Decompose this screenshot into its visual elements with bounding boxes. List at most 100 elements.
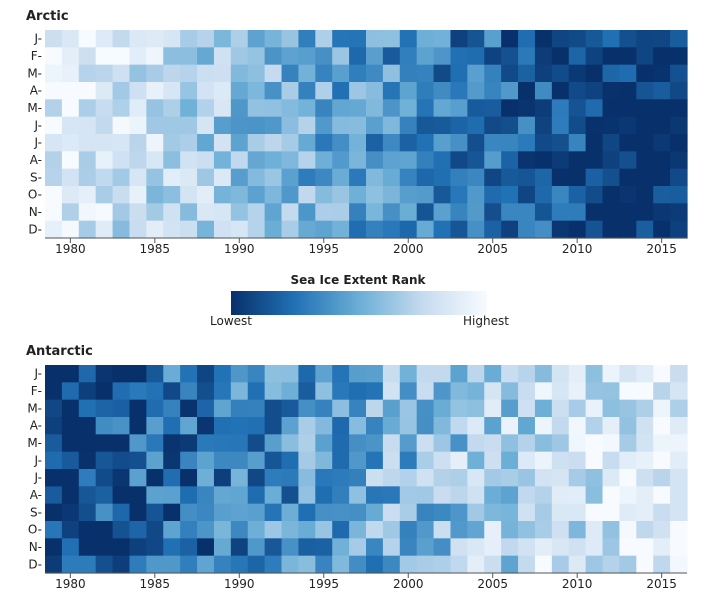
- heatmap-cell: [366, 151, 384, 170]
- heatmap-cell: [197, 451, 215, 470]
- heatmap-cell: [315, 521, 333, 539]
- heatmap-cell: [298, 417, 316, 435]
- heatmap-cell: [129, 365, 147, 383]
- heatmap-cell: [315, 220, 333, 239]
- heatmap-cell: [670, 82, 688, 100]
- heatmap-cell: [670, 151, 688, 170]
- arctic-year-axis: 1980 1985 1990 1995 2000 2005 2010 2015: [45, 237, 687, 256]
- heatmap-cell: [366, 134, 384, 152]
- heatmap-cell: [518, 99, 536, 118]
- heatmap-cell: [264, 469, 283, 487]
- heatmap-cell: [501, 220, 519, 239]
- heatmap-cell: [332, 365, 350, 383]
- heatmap-cell: [45, 503, 63, 522]
- heatmap-cell: [619, 538, 637, 557]
- heatmap-cell: [315, 434, 333, 453]
- heatmap-cell: [298, 99, 316, 118]
- heatmap-cell: [636, 521, 654, 539]
- heatmap-cell: [247, 151, 266, 170]
- heatmap-cell: [61, 503, 80, 522]
- year-tick-label: 2015: [646, 577, 677, 591]
- month-label: N-: [29, 205, 42, 219]
- heatmap-cell: [332, 469, 350, 487]
- heatmap-cell: [433, 451, 452, 470]
- heatmap-cell: [534, 469, 553, 487]
- heatmap-cell: [518, 417, 536, 435]
- heatmap-cell: [78, 64, 97, 83]
- heatmap-cell: [670, 451, 688, 470]
- heatmap-cell: [112, 399, 131, 418]
- heatmap-cell: [230, 382, 249, 401]
- heatmap-cell: [264, 399, 283, 418]
- heatmap-cell: [163, 451, 181, 470]
- heatmap-cell: [61, 116, 80, 135]
- heatmap-cell: [568, 220, 587, 239]
- heatmap-cell: [197, 99, 215, 118]
- heatmap-cell: [416, 382, 435, 401]
- month-label: D-: [28, 557, 42, 571]
- heatmap-cell: [349, 451, 367, 470]
- heatmap-cell: [382, 451, 401, 470]
- heatmap-cell: [366, 30, 384, 48]
- heatmap-cell: [382, 99, 401, 118]
- heatmap-cell: [112, 521, 131, 539]
- heatmap-cell: [501, 134, 519, 152]
- heatmap-cell: [416, 186, 435, 204]
- heatmap-cell: [602, 365, 621, 383]
- heatmap-cell: [281, 503, 300, 522]
- month-label: A-: [30, 84, 42, 98]
- heatmap-cell: [264, 64, 283, 83]
- heatmap-cell: [619, 486, 637, 505]
- heatmap-cell: [551, 30, 570, 48]
- heatmap-cell: [416, 82, 435, 100]
- heatmap-cell: [450, 555, 468, 574]
- heatmap-cell: [197, 30, 215, 48]
- heatmap-cell: [382, 538, 401, 557]
- heatmap-cell: [230, 417, 249, 435]
- heatmap-cell: [636, 116, 654, 135]
- heatmap-cell: [450, 434, 468, 453]
- heatmap-cell: [670, 116, 688, 135]
- heatmap-cell: [501, 116, 519, 135]
- heatmap-cell: [264, 168, 283, 187]
- heatmap-cell: [653, 134, 671, 152]
- heatmap-cell: [366, 417, 384, 435]
- heatmap-cell: [264, 116, 283, 135]
- heatmap-cell: [146, 434, 164, 453]
- heatmap-cell: [213, 134, 232, 152]
- heatmap-cell: [129, 30, 147, 48]
- heatmap-cell: [230, 47, 249, 66]
- heatmap-cell: [264, 503, 283, 522]
- heatmap-cell: [501, 521, 519, 539]
- heatmap-cell: [180, 116, 198, 135]
- heatmap-cell: [112, 30, 131, 48]
- heatmap-cell: [163, 521, 181, 539]
- heatmap-cell: [230, 99, 249, 118]
- heatmap-cell: [382, 186, 401, 204]
- heatmap-cell: [653, 486, 671, 505]
- heatmap-cell: [315, 486, 333, 505]
- heatmap-cell: [433, 134, 452, 152]
- heatmap-cell: [197, 486, 215, 505]
- heatmap-cell: [298, 47, 316, 66]
- heatmap-cell: [146, 64, 164, 83]
- heatmap-cell: [95, 203, 114, 222]
- heatmap-cell: [670, 486, 688, 505]
- heatmap-cell: [247, 486, 266, 505]
- heatmap-cell: [433, 503, 452, 522]
- heatmap-cell: [298, 64, 316, 83]
- heatmap-cell: [653, 30, 671, 48]
- heatmap-cell: [501, 538, 519, 557]
- heatmap-cell: [349, 365, 367, 383]
- heatmap-cell: [78, 30, 97, 48]
- heatmap-cell: [467, 555, 485, 574]
- heatmap-cell: [298, 151, 316, 170]
- year-tick-label: 1990: [224, 242, 255, 256]
- heatmap-cell: [534, 30, 553, 48]
- year-tick-label: 1980: [55, 242, 86, 256]
- heatmap-cell: [585, 503, 604, 522]
- heatmap-cell: [197, 521, 215, 539]
- heatmap-cell: [467, 168, 485, 187]
- heatmap-cell: [264, 555, 283, 574]
- heatmap-cell: [129, 382, 147, 401]
